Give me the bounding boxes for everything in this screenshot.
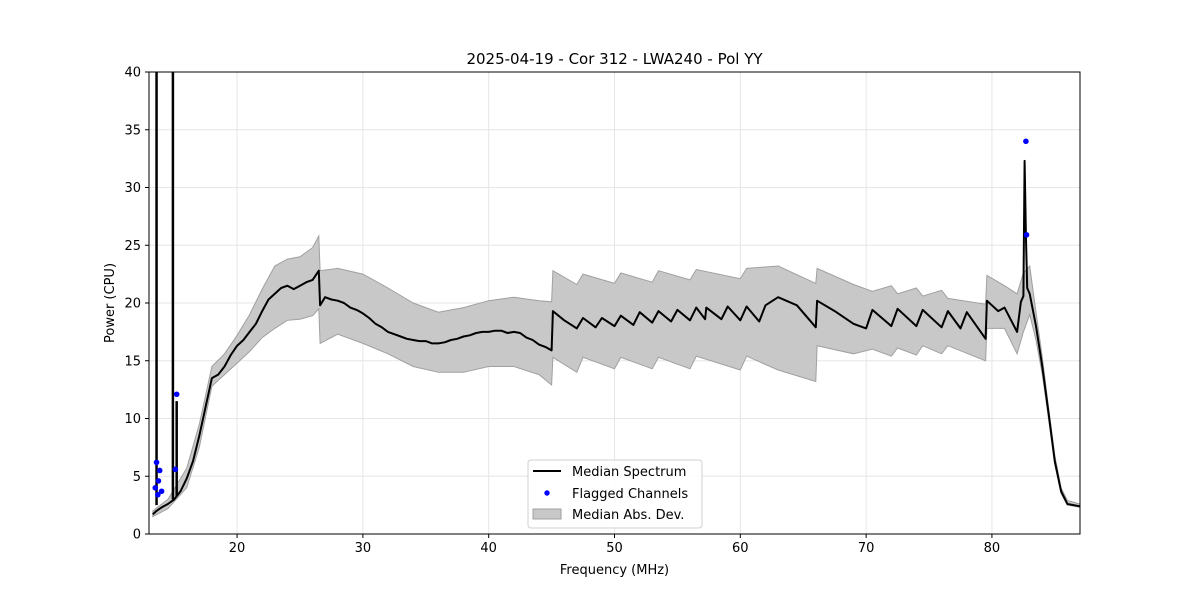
- y-tick-label: 5: [133, 470, 141, 485]
- y-tick-label: 30: [124, 181, 141, 196]
- flagged-point: [158, 488, 165, 495]
- y-tick-label: 0: [133, 528, 141, 543]
- flagged-point: [173, 391, 180, 398]
- y-tick-label: 10: [124, 412, 141, 427]
- flagged-point: [152, 485, 159, 491]
- x-tick-label: 80: [984, 541, 1001, 556]
- y-axis-label: Power (CPU): [103, 263, 118, 343]
- y-axis: 0 5 10 15 20 25 30 35 40: [124, 66, 149, 543]
- flagged-point: [156, 467, 163, 474]
- x-tick-label: 20: [229, 541, 246, 556]
- legend-mad-swatch: [532, 508, 562, 520]
- legend-median-label: Median Spectrum: [572, 465, 686, 480]
- y-tick-label: 20: [124, 297, 141, 312]
- x-tick-label: 60: [732, 541, 749, 556]
- flagged-point: [1023, 138, 1029, 145]
- x-tick-label: 70: [858, 541, 875, 556]
- legend-box: [527, 459, 703, 529]
- legend-flagged-swatch: [544, 490, 550, 496]
- x-axis: 20 30 40 50 60 70 80: [229, 534, 1000, 556]
- y-tick-label: 15: [124, 354, 141, 369]
- flagged-point: [153, 459, 160, 466]
- flagged-point: [1023, 232, 1030, 238]
- y-tick-label: 40: [124, 66, 141, 81]
- y-tick-label: 35: [124, 123, 141, 138]
- median-spectrum: [152, 72, 1081, 516]
- flagged-point: [155, 478, 162, 484]
- flagged-point: [155, 491, 161, 498]
- legend-flagged-label: Flagged Channels: [572, 487, 688, 502]
- x-tick-label: 40: [480, 541, 497, 556]
- x-tick-label: 50: [606, 541, 623, 556]
- chart-title: 2025-04-19 - Cor 312 - LWA240 - Pol YY: [466, 50, 763, 68]
- flagged-point: [172, 466, 179, 473]
- legend: Median Spectrum Flagged Channels Median …: [527, 459, 703, 529]
- x-axis-label: Frequency (MHz): [560, 563, 669, 578]
- median-line: [152, 159, 1081, 516]
- y-tick-label: 25: [124, 239, 141, 254]
- flagged-channels: [152, 138, 1030, 498]
- legend-mad-label: Median Abs. Dev.: [572, 508, 684, 523]
- x-tick-label: 30: [355, 541, 372, 556]
